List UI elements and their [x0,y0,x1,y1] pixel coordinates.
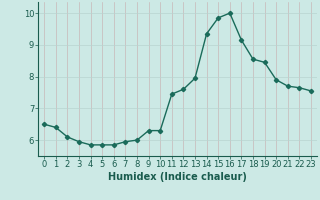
X-axis label: Humidex (Indice chaleur): Humidex (Indice chaleur) [108,172,247,182]
